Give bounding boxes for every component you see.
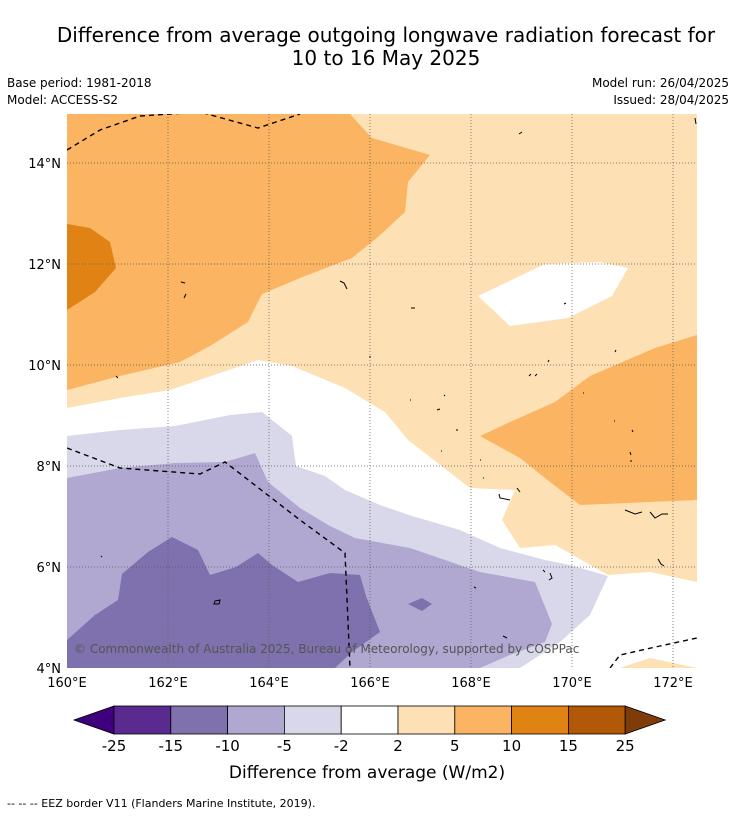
islands bbox=[100, 117, 697, 639]
base-period: Base period: 1981-2018 bbox=[7, 76, 152, 90]
colorbar-tick-label: 5 bbox=[450, 737, 460, 755]
colorbar-tick-label: 10 bbox=[502, 737, 521, 755]
colorbar-segment bbox=[454, 705, 512, 735]
map-title-line2: 10 to 16 May 2025 bbox=[291, 46, 481, 70]
region-2-to-5-southeast bbox=[620, 658, 697, 668]
map-canvas: 14°N 12°N 10°N 8°N 6°N 4°N 160°E 162°E 1… bbox=[28, 114, 697, 783]
colorbar-segment bbox=[113, 705, 172, 735]
colorbar-segment bbox=[170, 705, 229, 735]
lon-label: 168°E bbox=[451, 676, 491, 691]
lat-label: 14°N bbox=[28, 157, 61, 172]
model-name: Model: ACCESS-S2 bbox=[7, 93, 119, 107]
region-neutral-northeast bbox=[478, 262, 628, 326]
colorbar: -25 -15 -10 -5 -2 2 5 10 15 25 bbox=[72, 705, 667, 755]
colorbar-extend-high bbox=[624, 705, 667, 735]
lat-label: 4°N bbox=[37, 662, 62, 677]
lon-label: 172°E bbox=[653, 676, 693, 691]
lat-label: 12°N bbox=[28, 258, 61, 273]
lon-label: 160°E bbox=[47, 676, 87, 691]
eez-borders bbox=[67, 114, 697, 668]
colorbar-label: Difference from average (W/m2) bbox=[229, 763, 505, 783]
colorbar-tick-label: 15 bbox=[559, 737, 578, 755]
anomaly-field bbox=[67, 114, 697, 668]
lat-axis-labels: 14°N 12°N 10°N 8°N 6°N 4°N bbox=[28, 157, 61, 677]
colorbar-segment bbox=[340, 705, 399, 735]
colorbar-tick-label: -10 bbox=[215, 737, 240, 755]
model-run: Model run: 26/04/2025 bbox=[591, 76, 729, 90]
colorbar-segment bbox=[568, 705, 626, 735]
colorbar-segment bbox=[283, 705, 342, 735]
colorbar-tick-label: -2 bbox=[334, 737, 349, 755]
lat-label: 6°N bbox=[37, 561, 62, 576]
lon-label: 162°E bbox=[148, 676, 188, 691]
colorbar-tick-label: -5 bbox=[277, 737, 292, 755]
map-title-line1: Difference from average outgoing longwav… bbox=[56, 23, 716, 47]
issued-date: Issued: 28/04/2025 bbox=[613, 93, 729, 107]
lon-label: 166°E bbox=[350, 676, 390, 691]
region-5-to-10-east bbox=[480, 335, 697, 505]
gridlines bbox=[67, 114, 697, 668]
lon-axis-labels: 160°E 162°E 164°E 166°E 168°E 170°E 172°… bbox=[47, 676, 693, 691]
copyright-notice: © Commonwealth of Australia 2025, Bureau… bbox=[74, 642, 579, 656]
colorbar-tick-label: 2 bbox=[393, 737, 403, 755]
region-10-to-15-west bbox=[67, 224, 116, 310]
lon-label: 164°E bbox=[249, 676, 289, 691]
colorbar-segment bbox=[227, 705, 285, 735]
region-minus10-to-minus15 bbox=[67, 537, 380, 668]
colorbar-tick-label: -25 bbox=[102, 737, 127, 755]
colorbar-tick-label: 25 bbox=[616, 737, 635, 755]
colorbar-tick-label: -15 bbox=[159, 737, 184, 755]
colorbar-extend-low bbox=[72, 705, 115, 735]
lat-label: 10°N bbox=[28, 359, 61, 374]
region-5-to-10-northwest bbox=[67, 114, 430, 390]
lat-label: 8°N bbox=[37, 460, 62, 475]
eez-border-note: -- -- -- EEZ border V11 (Flanders Marine… bbox=[7, 797, 316, 810]
colorbar-segment bbox=[511, 705, 569, 735]
small-patch-minus10 bbox=[408, 598, 432, 611]
colorbar-segment bbox=[397, 705, 456, 735]
lon-label: 170°E bbox=[552, 676, 592, 691]
